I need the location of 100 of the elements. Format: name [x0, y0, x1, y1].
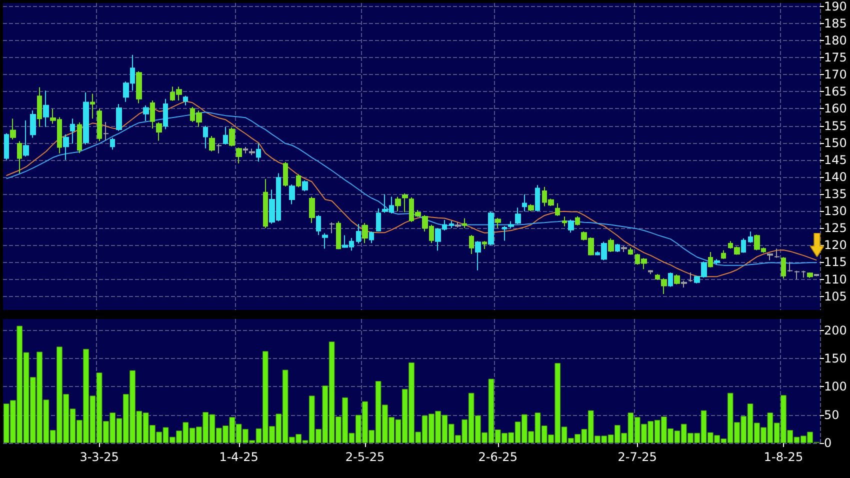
y-tick-label: 175 [824, 50, 847, 65]
x-tick-label: 3-3-25 [80, 450, 119, 464]
y-tick-label: 105 [824, 289, 847, 304]
candlestick [309, 196, 315, 224]
candlestick [681, 280, 687, 288]
y-tick-label: 180 [824, 34, 847, 48]
y-tick-label: 150 [824, 351, 847, 366]
candlestick [621, 245, 627, 253]
candlestick [488, 211, 494, 246]
candlestick [17, 140, 22, 174]
candlestick [116, 103, 122, 132]
candlestick [575, 216, 580, 226]
candlestick [482, 240, 487, 250]
candlestick [376, 208, 381, 232]
y-tick-label: 200 [824, 323, 847, 338]
candlestick [774, 248, 780, 258]
candlestick [302, 180, 308, 192]
candlestick [555, 202, 560, 216]
y-tick-label: 160 [824, 102, 847, 116]
candlestick [103, 122, 109, 141]
candlestick [469, 234, 474, 255]
candlestick [615, 243, 620, 253]
y-tick-label: 135 [824, 187, 847, 202]
candlestick [475, 240, 481, 271]
y-tick-label: 0 [824, 436, 832, 450]
candlestick [369, 231, 374, 244]
candlestick [362, 222, 368, 244]
candlestick [688, 272, 693, 282]
candlestick [402, 192, 408, 213]
candlestick [508, 220, 514, 229]
candlestick [216, 143, 222, 154]
candlestick [37, 86, 42, 128]
candlestick [70, 118, 75, 144]
candlestick [30, 110, 36, 138]
candlestick [23, 120, 29, 157]
y-tick-label: 125 [824, 221, 847, 236]
candlestick [674, 274, 680, 285]
candlestick [243, 146, 248, 154]
candlestick [568, 219, 574, 234]
candlestick [395, 196, 401, 212]
candlestick [522, 194, 527, 212]
candlestick [136, 70, 142, 104]
candlestick [209, 136, 215, 152]
candlestick [10, 118, 16, 140]
x-tick-label: 2-7-25 [618, 450, 657, 464]
candlestick [322, 232, 328, 250]
candlestick [628, 247, 633, 256]
candlestick [316, 214, 321, 236]
candlestick [502, 226, 507, 242]
candlestick [528, 204, 534, 212]
candlestick [143, 104, 149, 122]
candlestick [708, 252, 713, 268]
candlestick [77, 122, 82, 154]
candlestick [150, 100, 155, 130]
candlestick [515, 207, 521, 225]
x-tick-label: 2-6-25 [478, 450, 518, 464]
candlestick [455, 222, 461, 228]
y-tick-label: 150 [824, 136, 847, 150]
candlestick [249, 148, 255, 156]
candlestick [110, 137, 115, 150]
candlestick [256, 143, 261, 162]
candlestick [714, 258, 720, 265]
y-tick-label: 140 [824, 170, 847, 184]
candlestick [236, 147, 242, 164]
candlestick [608, 238, 614, 253]
candlestick [163, 98, 168, 130]
candlestick [781, 256, 786, 280]
candlestick [495, 217, 501, 229]
candlestick [156, 122, 162, 142]
candlestick [263, 178, 268, 229]
candlestick [183, 95, 188, 106]
candlestick [336, 220, 341, 250]
candlestick [4, 132, 9, 160]
candlestick [229, 127, 235, 147]
candlestick [562, 216, 567, 227]
candlestick [648, 270, 653, 275]
candlestick [668, 272, 673, 288]
candlestick [721, 250, 726, 260]
candlestick [83, 92, 89, 146]
y-tick-label: 170 [824, 68, 847, 82]
candlestick [807, 272, 813, 278]
candlestick [90, 93, 95, 120]
candlestick [203, 125, 208, 149]
y-tick-label: 100 [824, 380, 847, 394]
candlestick [283, 161, 288, 188]
candlestick [289, 184, 295, 205]
candlestick [296, 174, 301, 188]
candlestick [97, 108, 102, 142]
candlestick [223, 126, 228, 146]
candlestick [794, 270, 800, 280]
y-tick-label: 115 [824, 255, 847, 270]
candlestick [801, 270, 806, 278]
candlestick [787, 261, 793, 272]
candlestick [329, 222, 335, 234]
y-tick-label: 190 [824, 0, 847, 14]
y-tick-label: 50 [824, 408, 840, 422]
candlestick [462, 218, 467, 229]
y-tick-label: 165 [824, 84, 847, 99]
candlestick [356, 224, 361, 244]
y-tick-label: 130 [824, 204, 847, 218]
